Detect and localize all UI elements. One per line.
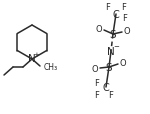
Text: C: C: [103, 82, 109, 92]
Text: −: −: [113, 44, 119, 50]
Text: N: N: [28, 54, 36, 63]
Text: F: F: [94, 91, 99, 100]
Text: F: F: [109, 91, 113, 100]
Text: O: O: [120, 59, 126, 68]
Text: F: F: [94, 79, 99, 88]
Text: CH₃: CH₃: [44, 63, 58, 72]
Text: F: F: [122, 3, 126, 11]
Text: F: F: [106, 3, 110, 11]
Text: O: O: [92, 64, 98, 73]
Text: O: O: [124, 27, 130, 36]
Text: +: +: [34, 52, 39, 57]
Text: N: N: [107, 47, 115, 57]
Text: O: O: [96, 25, 102, 34]
Text: F: F: [123, 13, 128, 22]
Text: S: S: [110, 30, 116, 40]
Text: S: S: [106, 62, 112, 72]
Text: C: C: [113, 10, 119, 20]
